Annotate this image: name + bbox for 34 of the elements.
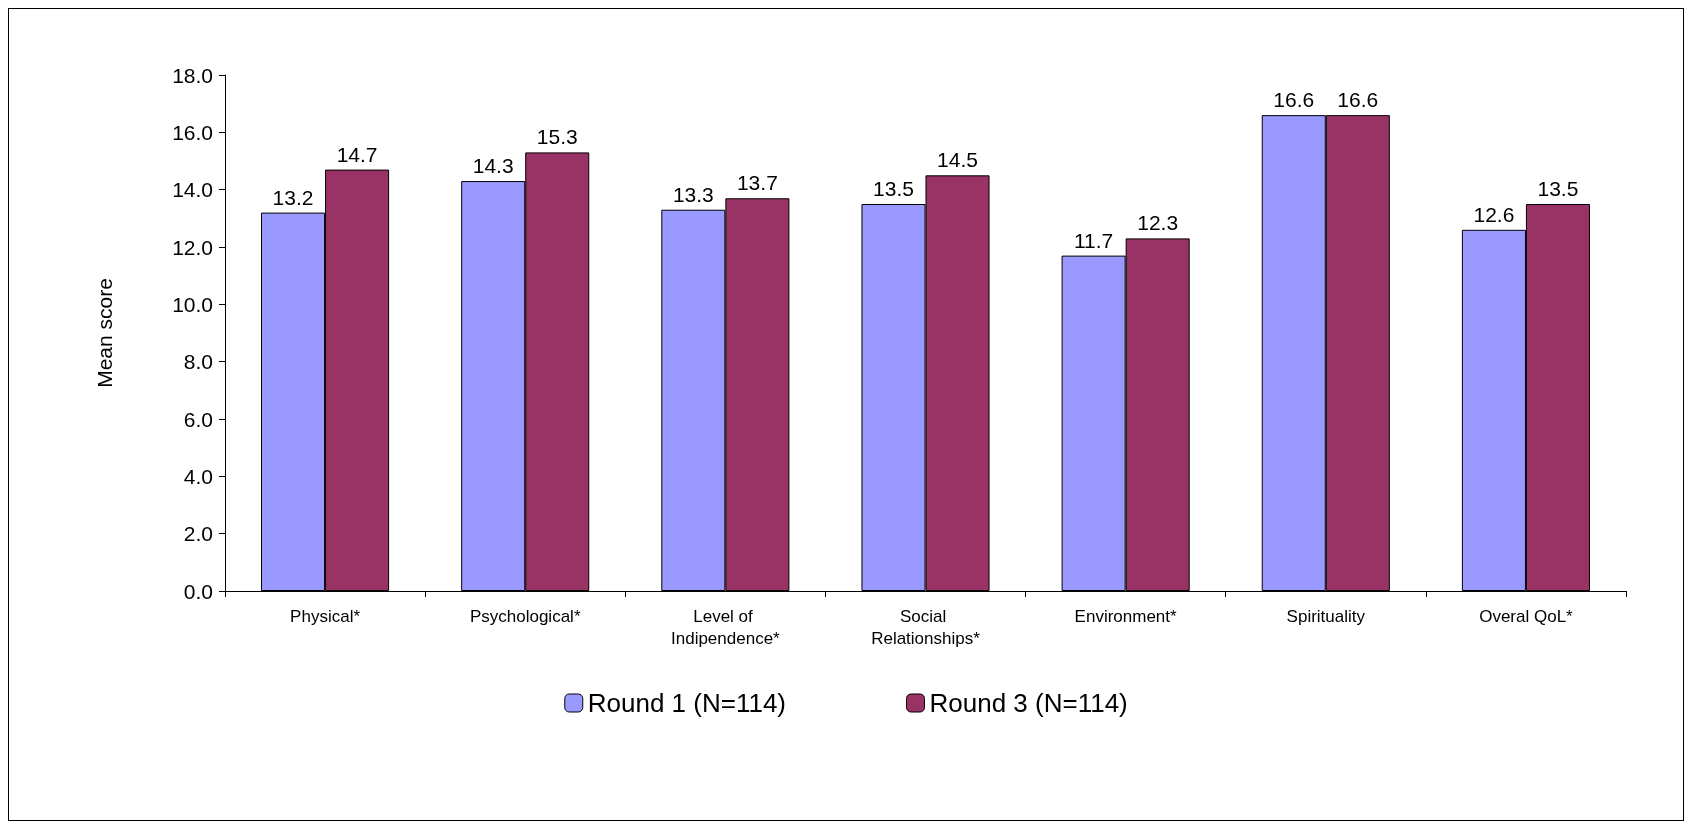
data-label: 14.7 [336,142,378,166]
data-label: 16.6 [1273,88,1315,112]
data-label: 12.3 [1137,211,1179,235]
y-tick-label: 12.0 [172,235,213,259]
y-tick-label: 0.0 [183,579,213,603]
y-tick-label: 6.0 [183,407,213,431]
data-label: 15.3 [536,125,578,149]
data-label: 14.3 [472,154,514,178]
x-tick-label: Environment* [1074,606,1178,626]
data-label: 11.7 [1073,228,1114,252]
x-tick-label: Level of Indipendence* [671,606,781,648]
y-tick-label: 14.0 [172,178,213,202]
x-tick-label: Psychological* [469,606,581,626]
y-tick-label: 8.0 [183,350,213,374]
data-label: 12.6 [1473,202,1515,226]
data-label: 13.5 [873,177,914,200]
x-tick-label: Spirituality [1286,606,1366,626]
y-tick-label: 2.0 [183,522,213,546]
x-tick-label: Overal QoL* [1479,606,1574,626]
data-label: 13.5 [1537,177,1579,200]
y-tick-label: 16.0 [172,120,213,144]
y-tick-label: 10.0 [172,292,213,316]
data-label: 13.7 [736,171,778,195]
legend-label: Round 1 (N=114) [587,688,786,718]
data-label: 13.2 [272,185,314,209]
y-tick-label: 18.0 [172,63,213,87]
x-tick-label: Social Relationships* [871,606,981,648]
y-tick-label: 4.0 [183,464,213,488]
y-axis-title: Mean score [93,278,116,388]
x-tick-label: Physical* [290,606,361,626]
data-label: 16.6 [1337,88,1379,112]
data-label: 14.5 [937,148,978,172]
data-label: 13.3 [672,182,714,206]
legend-label: Round 3 (N=114) [929,688,1128,718]
